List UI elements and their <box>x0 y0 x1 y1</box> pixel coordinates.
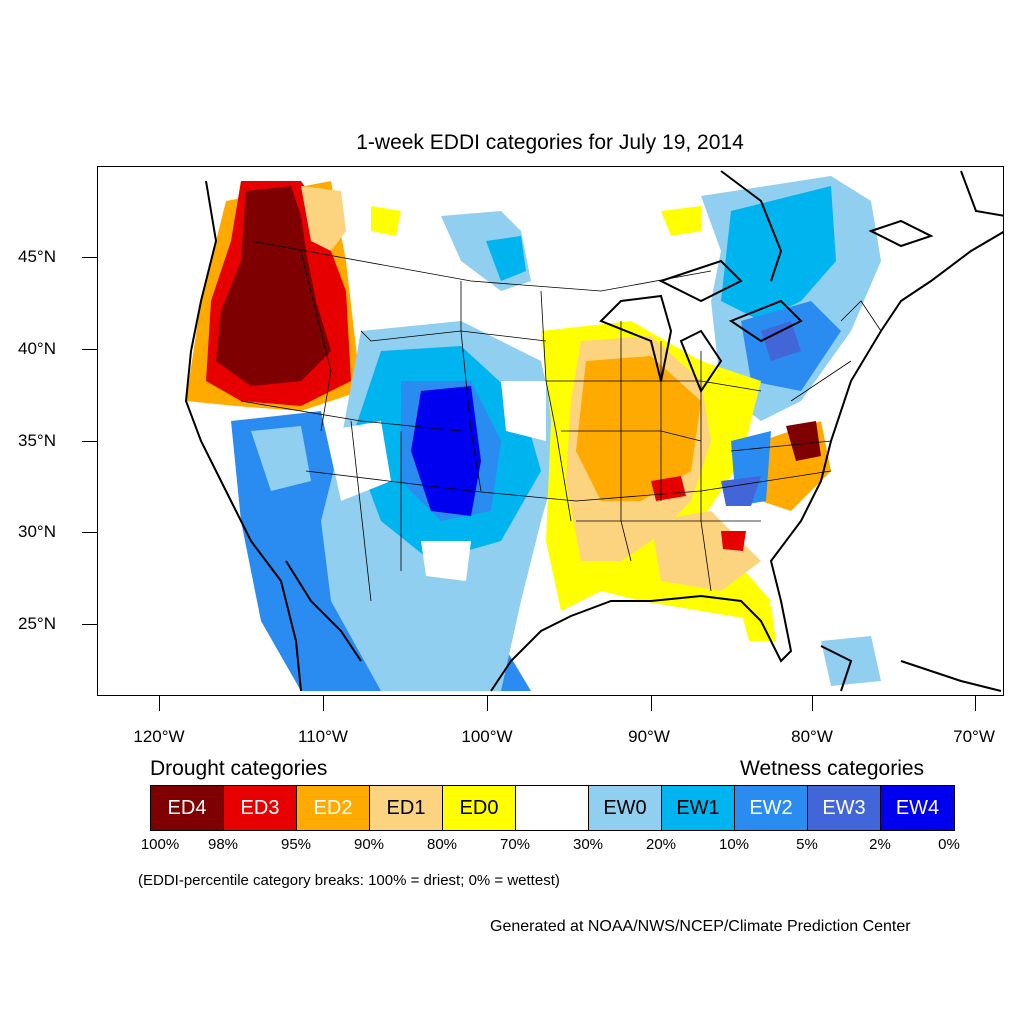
legend-cell-ed3: ED3 <box>224 786 297 830</box>
coastline <box>184 170 1003 692</box>
percent-break-label: 10% <box>718 836 750 853</box>
legend-cell-ew1: EW1 <box>662 786 735 830</box>
lat-tick-45 <box>82 257 97 258</box>
legend-cell-ew3: EW3 <box>808 786 881 830</box>
category-legend: ED4 ED3 ED2 ED1 ED0 EW0 EW1 EW2 EW3 EW4 <box>150 785 955 831</box>
percent-break-label: 20% <box>645 836 677 853</box>
lat-label-30: 30°N <box>18 522 56 541</box>
lat-label-45: 45°N <box>18 247 56 266</box>
legend-cell-ed1: ED1 <box>370 786 443 830</box>
wet-region-southwest <box>231 321 561 691</box>
normal-region-patches <box>326 381 546 581</box>
lon-tick-120 <box>159 696 160 711</box>
legend-cell-ew2: EW2 <box>735 786 808 830</box>
percent-break-label: 30% <box>572 836 604 853</box>
legend-cell-ew0: EW0 <box>589 786 662 830</box>
wet-region-northeast <box>701 176 881 421</box>
lat-tick-25 <box>82 624 97 625</box>
percent-break-label: 0% <box>938 836 960 853</box>
drought-region-central <box>541 321 831 641</box>
wetness-categories-heading: Wetness categories <box>740 757 925 780</box>
category-note: (EDDI-percentile category breaks: 100% =… <box>138 872 560 889</box>
eddi-map <box>97 166 1004 696</box>
lon-label-100: 100°W <box>461 727 513 746</box>
legend-cell-normal <box>516 786 589 830</box>
percent-break-label: 2% <box>869 836 891 853</box>
lon-label-70: 70°W <box>953 727 995 746</box>
lon-tick-80 <box>812 696 813 711</box>
percent-break-label: 98% <box>207 836 239 853</box>
drought-region-northwest <box>186 181 361 411</box>
credit-line: Generated at NOAA/NWS/NCEP/Climate Predi… <box>490 918 911 935</box>
lon-label-110: 110°W <box>298 727 348 746</box>
lon-tick-100 <box>487 696 488 711</box>
legend-cell-ed0: ED0 <box>443 786 516 830</box>
state-borders <box>240 240 882 602</box>
map-title: 1-week EDDI categories for July 19, 2014 <box>356 131 744 154</box>
percent-break-label: 70% <box>499 836 531 853</box>
wet-region-north <box>371 206 701 291</box>
lat-label-25: 25°N <box>18 614 56 633</box>
lat-tick-35 <box>82 441 97 442</box>
lon-label-120: 120°W <box>133 727 185 746</box>
lon-tick-110 <box>323 696 324 711</box>
lon-label-80: 80°W <box>791 727 833 746</box>
lat-tick-30 <box>82 532 97 533</box>
legend-cell-ew4: EW4 <box>881 786 954 830</box>
lat-label-40: 40°N <box>18 339 56 358</box>
lon-tick-70 <box>975 696 976 711</box>
percent-break-label: 80% <box>426 836 458 853</box>
legend-cell-ed2: ED2 <box>297 786 370 830</box>
percent-break-label: 90% <box>353 836 385 853</box>
percent-break-label: 95% <box>280 836 312 853</box>
legend-cell-ed4: ED4 <box>151 786 224 830</box>
percent-break-label: 5% <box>796 836 818 853</box>
percent-break-label: 100% <box>140 836 180 853</box>
lat-tick-40 <box>82 349 97 350</box>
drought-categories-heading: Drought categories <box>150 757 328 780</box>
lon-label-90: 90°W <box>628 727 670 746</box>
lon-tick-90 <box>651 696 652 711</box>
lat-label-35: 35°N <box>18 431 56 450</box>
